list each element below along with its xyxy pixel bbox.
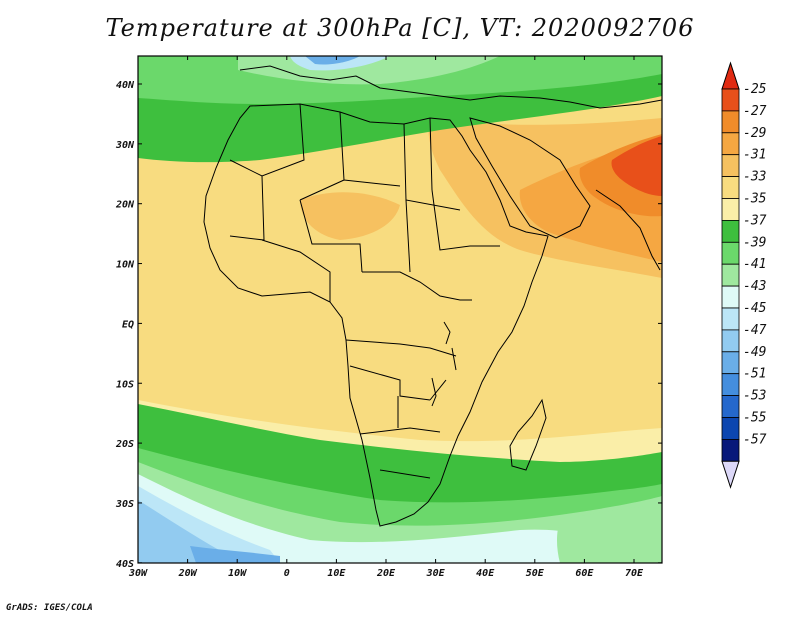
colorbar-bottom-arrow (721, 460, 740, 489)
x-tick-label: 40E (476, 568, 495, 579)
colorbar-label: -51 (743, 367, 766, 382)
colorbar-label: -39 (743, 235, 766, 250)
footer-credit: GrADS: IGES/COLA (6, 603, 93, 613)
colorbar-swatch (721, 351, 740, 375)
field-peak (611, 136, 662, 196)
colorbar-label: -49 (743, 345, 766, 360)
colorbar-label: -25 (743, 82, 767, 97)
x-tick-label: 10E (327, 568, 346, 579)
colorbar-label: -31 (743, 148, 766, 163)
colorbar-top-arrow (721, 61, 740, 90)
chart-title: Temperature at 300hPa [C], VT: 202009270… (105, 14, 695, 42)
colorbar-label: -37 (743, 213, 767, 228)
y-tick-label: 40N (116, 80, 135, 91)
colorbar-label: -57 (743, 432, 767, 447)
colorbar-swatch (721, 176, 740, 199)
colorbar-swatch (721, 154, 740, 177)
arabian-peninsula (469, 117, 591, 239)
x-tick-label: 0 (284, 568, 290, 579)
x-tick-label: 30E (426, 568, 446, 579)
y-tick-label: 20S (115, 439, 134, 450)
europe-coast (239, 65, 662, 109)
colorbar-swatch (721, 241, 740, 265)
colorbar-swatch (721, 395, 740, 418)
colorbar-label: -35 (743, 192, 767, 207)
colorbar-swatch (721, 438, 740, 462)
colorbar-label: -43 (743, 279, 766, 294)
colorbar-label: -29 (743, 126, 766, 141)
y-tick-label: 40S (116, 559, 134, 570)
colorbar-swatch (721, 110, 740, 134)
colorbar-swatch (721, 88, 740, 112)
x-tick-label: 30W (128, 568, 148, 579)
colorbar-swatch (721, 263, 740, 287)
colorbar-swatch (721, 373, 740, 397)
y-tick-label: 20N (115, 200, 135, 211)
field-blue-mid-south (138, 500, 240, 563)
madagascar (509, 398, 547, 471)
colorbar-swatch (721, 219, 740, 243)
coastlines (203, 65, 662, 527)
temperature-field (138, 56, 662, 563)
colorbar-swatch (721, 329, 740, 353)
india-coast (595, 189, 661, 271)
y-tick-label: 30N (115, 140, 135, 151)
colorbar-label: -33 (743, 170, 766, 185)
colorbar-label: -47 (743, 323, 767, 338)
x-tick-label: 20W (178, 568, 198, 579)
colorbar-label: -41 (743, 257, 766, 272)
colorbar: -25 -27 -29 -31 -33 -35 -37 -39 -41 -43 -45 -47 -49 -… (721, 61, 767, 489)
africa-coastline (203, 103, 549, 527)
y-tick-label: 30S (115, 499, 134, 510)
y-tick-label: 10N (116, 260, 135, 271)
colorbar-swatch (721, 285, 740, 309)
field-green-light-southeast (557, 504, 662, 563)
colorbar-swatch (721, 132, 740, 156)
x-tick-label: 70E (625, 568, 644, 579)
country-borders-central (362, 189, 500, 301)
field-blue-dark-north (305, 56, 360, 65)
colorbar-label: -53 (743, 389, 766, 404)
y-tick-label: EQ (122, 319, 134, 330)
colorbar-swatch (721, 198, 740, 221)
country-borders-west (229, 175, 363, 302)
colorbar-swatch (721, 307, 740, 331)
field-cyan-south (138, 474, 620, 563)
colorbar-label: -45 (743, 301, 767, 316)
colorbar-swatch (721, 417, 740, 440)
x-tick-label: 50E (526, 568, 545, 579)
country-borders-south (345, 339, 457, 479)
field-warm-sahara (300, 192, 400, 240)
colorbar-label: -27 (743, 104, 767, 119)
colorbar-label: -55 (743, 411, 767, 426)
x-tick-label: 20E (376, 568, 396, 579)
axis-ticks: 30W 20W 10W 0 10E 20E 30E 40E 50E 60E 70E 40N 30N 20N… (115, 56, 662, 579)
x-tick-label: 10W (228, 568, 247, 579)
field-blue-dark-south (190, 546, 280, 563)
x-tick-label: 60E (575, 568, 594, 579)
lakes (431, 321, 457, 407)
y-tick-label: 10S (116, 379, 134, 390)
plot-frame (137, 55, 663, 564)
